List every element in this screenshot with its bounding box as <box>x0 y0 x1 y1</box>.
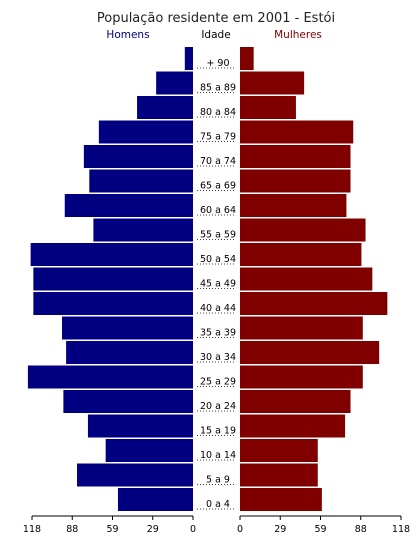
men-header: Homens <box>106 29 149 41</box>
age-label-2: 80 a 84 <box>200 107 236 118</box>
bar-women-8 <box>240 243 362 266</box>
age-label-16: 10 a 14 <box>200 450 236 461</box>
bar-women-12 <box>240 341 380 364</box>
bar-men-1 <box>156 71 193 95</box>
bar-men-18 <box>117 488 193 511</box>
bar-men-8 <box>30 243 194 266</box>
women-header: Mulheres <box>274 29 322 41</box>
tick-label-left-1: 88 <box>66 524 78 535</box>
bar-women-13 <box>240 365 363 389</box>
bar-men-14 <box>63 390 194 413</box>
bar-women-2 <box>240 96 296 119</box>
age-label-14: 20 a 24 <box>200 401 236 412</box>
bar-men-0 <box>184 47 193 70</box>
age-label-15: 15 a 19 <box>200 426 236 437</box>
bar-men-13 <box>27 365 193 389</box>
bar-women-10 <box>240 292 388 315</box>
age-label-3: 75 a 79 <box>200 132 236 143</box>
age-header: Idade <box>201 29 230 41</box>
bar-men-16 <box>105 439 193 462</box>
bar-women-3 <box>240 120 354 144</box>
bar-women-1 <box>240 71 305 95</box>
age-label-9: 45 a 49 <box>200 279 236 290</box>
age-label-11: 35 a 39 <box>200 328 236 339</box>
bar-women-4 <box>240 145 351 168</box>
bar-men-3 <box>98 120 193 144</box>
bar-women-15 <box>240 414 346 438</box>
age-label-17: 5 a 9 <box>206 475 230 486</box>
tick-label-left-2: 59 <box>106 524 118 535</box>
bars-group <box>27 47 388 511</box>
tick-label-right-1: 29 <box>274 524 286 535</box>
age-label-5: 65 a 69 <box>200 181 236 192</box>
bar-women-5 <box>240 169 351 193</box>
bar-men-10 <box>33 292 193 315</box>
age-label-1: 85 a 89 <box>200 83 236 94</box>
age-label-8: 50 a 54 <box>200 254 236 265</box>
tick-label-left-3: 29 <box>147 524 159 535</box>
bar-men-6 <box>64 194 194 217</box>
bar-men-15 <box>87 414 193 438</box>
age-label-4: 70 a 74 <box>200 156 236 167</box>
tick-label-right-4: 118 <box>392 524 410 535</box>
age-label-7: 55 a 59 <box>200 230 236 241</box>
tick-label-right-3: 88 <box>355 524 367 535</box>
age-label-6: 60 a 64 <box>200 205 236 216</box>
tick-label-right-2: 59 <box>314 524 326 535</box>
age-label-13: 25 a 29 <box>200 377 236 388</box>
chart-title: População residente em 2001 - Estói <box>97 11 335 26</box>
bar-men-12 <box>66 341 193 364</box>
bar-men-9 <box>33 267 193 291</box>
bar-women-9 <box>240 267 373 291</box>
bar-women-16 <box>240 439 318 462</box>
age-label-0: + 90 <box>206 58 229 69</box>
x-axis-group: 118 88 59 29 0 0 29 59 88 118 <box>23 515 410 535</box>
bar-women-7 <box>240 218 366 242</box>
bar-women-17 <box>240 463 318 487</box>
age-label-10: 40 a 44 <box>200 303 236 314</box>
age-labels-group: + 90 85 a 89 80 a 84 75 a 79 70 a 74 65 a 69 6… <box>197 58 236 510</box>
age-label-18: 0 a 4 <box>206 499 230 510</box>
bar-men-5 <box>89 169 193 193</box>
bar-women-6 <box>240 194 347 217</box>
tick-label-right-0: 0 <box>237 524 243 535</box>
bar-men-4 <box>83 145 193 168</box>
bar-men-7 <box>93 218 193 242</box>
bar-women-11 <box>240 316 363 340</box>
bar-women-0 <box>240 47 254 70</box>
bar-women-14 <box>240 390 351 413</box>
tick-label-left-0: 118 <box>23 524 41 535</box>
age-label-12: 30 a 34 <box>200 352 236 363</box>
bar-men-17 <box>77 463 193 487</box>
tick-label-left-4: 0 <box>190 524 196 535</box>
bar-men-11 <box>62 316 193 340</box>
bar-men-2 <box>137 96 193 119</box>
bar-women-18 <box>240 488 322 511</box>
